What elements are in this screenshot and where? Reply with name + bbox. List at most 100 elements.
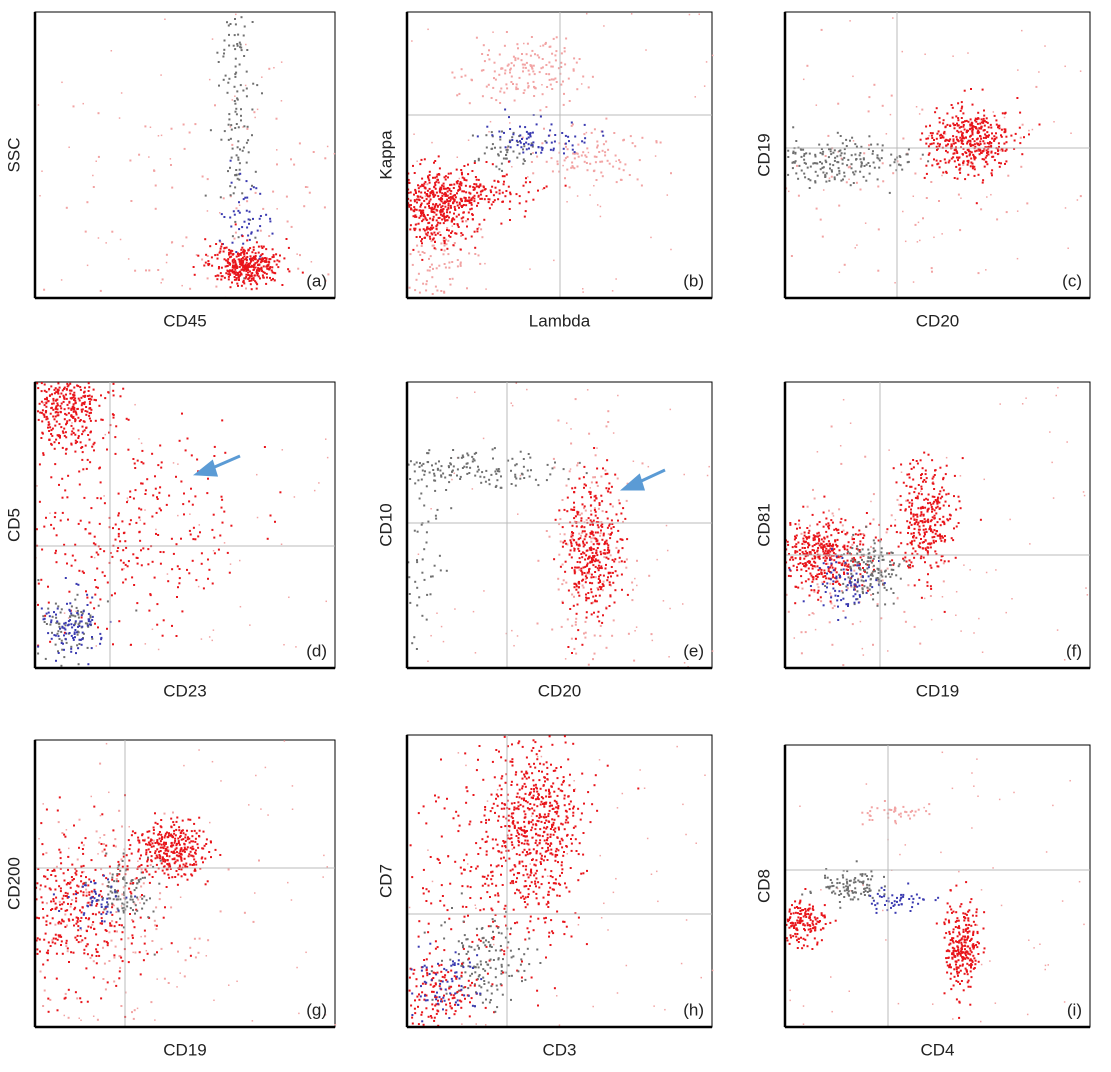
event-dot bbox=[71, 415, 73, 418]
event-dot bbox=[605, 539, 608, 542]
event-dot bbox=[288, 596, 290, 599]
event-dot bbox=[575, 652, 578, 655]
event-dot bbox=[890, 153, 893, 156]
event-dot bbox=[112, 527, 114, 530]
event-dot bbox=[838, 169, 841, 172]
event-dot bbox=[420, 191, 423, 194]
event-dot bbox=[229, 249, 232, 252]
event-dot bbox=[640, 184, 643, 187]
event-dot bbox=[426, 189, 429, 192]
event-dot bbox=[140, 508, 143, 511]
event-dot bbox=[577, 462, 580, 465]
event-dot bbox=[630, 13, 633, 15]
event-dot bbox=[603, 549, 606, 552]
event-dot bbox=[50, 433, 53, 435]
event-dot bbox=[81, 458, 84, 461]
event-dot bbox=[479, 184, 482, 187]
event-dot bbox=[573, 501, 575, 504]
event-dot bbox=[524, 126, 527, 129]
event-dot bbox=[508, 141, 511, 144]
event-dot bbox=[541, 142, 544, 145]
event-dot bbox=[535, 123, 538, 126]
event-dot bbox=[563, 159, 566, 162]
event-dot bbox=[409, 224, 412, 227]
event-dot bbox=[971, 167, 974, 170]
event-dot bbox=[573, 569, 576, 572]
event-dot bbox=[813, 497, 816, 500]
event-dot bbox=[476, 135, 479, 138]
event-dot bbox=[55, 398, 58, 401]
event-dot bbox=[967, 150, 970, 153]
event-dot bbox=[593, 184, 595, 187]
event-dot bbox=[426, 452, 429, 455]
event-dot bbox=[615, 278, 617, 280]
event-dot bbox=[582, 540, 584, 543]
event-dot bbox=[189, 533, 192, 536]
event-dot bbox=[587, 557, 589, 560]
event-dot bbox=[832, 551, 835, 554]
event-dot bbox=[120, 92, 123, 94]
event-dot bbox=[550, 78, 553, 81]
event-dot bbox=[260, 254, 263, 257]
event-dot bbox=[615, 181, 618, 184]
event-dot bbox=[468, 472, 471, 474]
event-dot bbox=[211, 38, 214, 40]
event-dot bbox=[148, 609, 151, 612]
event-dot bbox=[570, 442, 573, 445]
event-dot bbox=[955, 146, 957, 149]
event-dot bbox=[566, 496, 569, 499]
event-dot bbox=[160, 461, 163, 464]
event-dot bbox=[910, 511, 912, 514]
event-dot bbox=[802, 537, 805, 540]
event-dot bbox=[957, 119, 960, 122]
event-dot bbox=[795, 534, 798, 537]
event-dot bbox=[573, 57, 576, 60]
event-dot bbox=[498, 130, 501, 133]
event-dot bbox=[917, 528, 920, 531]
event-dot bbox=[967, 129, 969, 132]
event-dot bbox=[837, 556, 840, 559]
event-dot bbox=[56, 632, 59, 635]
event-dot bbox=[88, 532, 91, 535]
event-dot bbox=[40, 411, 43, 414]
event-dot bbox=[156, 623, 159, 626]
event-dot bbox=[450, 196, 453, 199]
event-dot bbox=[293, 496, 296, 498]
event-dot bbox=[218, 212, 221, 214]
event-dot bbox=[135, 609, 138, 612]
event-dot bbox=[127, 258, 130, 260]
event-dot bbox=[463, 178, 466, 181]
event-dot bbox=[835, 579, 838, 581]
event-dot bbox=[981, 88, 984, 91]
event-dot bbox=[438, 198, 441, 201]
event-dot bbox=[800, 155, 803, 158]
event-dot bbox=[274, 272, 277, 275]
event-dot bbox=[805, 570, 808, 572]
event-dot bbox=[595, 540, 598, 543]
event-dot bbox=[613, 601, 616, 604]
event-dot bbox=[916, 241, 919, 243]
event-dot bbox=[828, 621, 831, 624]
event-dot bbox=[236, 43, 239, 45]
event-dot bbox=[444, 219, 447, 222]
event-dot bbox=[142, 462, 145, 465]
event-dot bbox=[834, 577, 837, 579]
event-dot bbox=[54, 407, 57, 410]
event-dot bbox=[66, 420, 69, 423]
event-dot bbox=[583, 526, 586, 529]
event-dot bbox=[86, 646, 89, 649]
event-dot bbox=[820, 538, 823, 541]
event-dot bbox=[829, 556, 832, 559]
event-dot bbox=[555, 36, 558, 39]
event-dot bbox=[61, 477, 64, 480]
event-dot bbox=[659, 141, 662, 144]
event-dot bbox=[974, 117, 977, 120]
event-dot bbox=[1021, 123, 1024, 126]
event-dot bbox=[488, 198, 491, 201]
event-dot bbox=[473, 197, 476, 200]
event-dot bbox=[63, 397, 66, 400]
event-dot bbox=[421, 212, 423, 215]
event-dot bbox=[515, 463, 518, 466]
event-dot bbox=[483, 590, 485, 592]
event-dot bbox=[562, 103, 565, 106]
